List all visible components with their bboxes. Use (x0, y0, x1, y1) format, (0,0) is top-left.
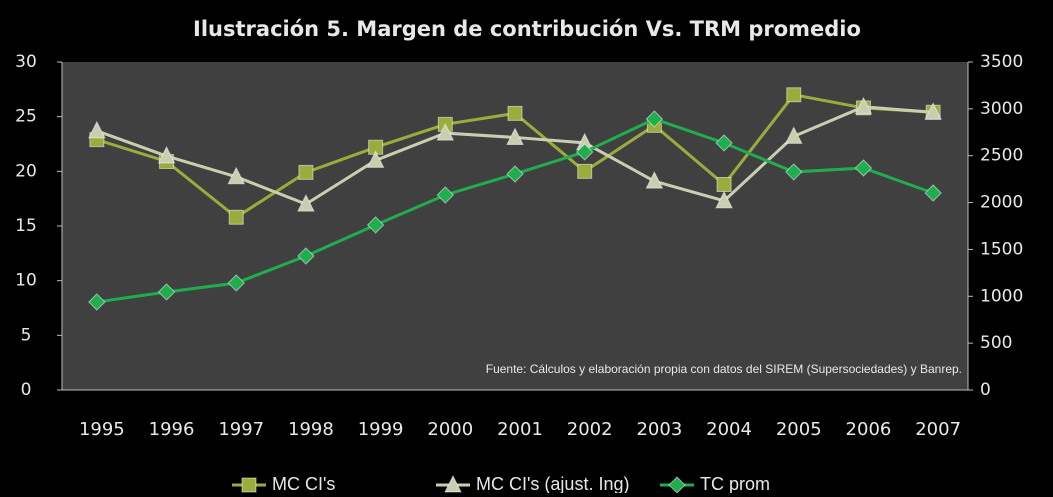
data-point (88, 120, 106, 139)
data-point (228, 209, 244, 225)
data-point (436, 122, 455, 141)
data-point (227, 166, 246, 185)
data-point (577, 163, 593, 179)
y2-tick-label: 3000 (980, 99, 1023, 119)
data-point (575, 143, 594, 161)
data-point (924, 184, 942, 202)
data-point (784, 126, 803, 144)
y2-tick-label: 1000 (980, 286, 1023, 306)
data-point (785, 163, 803, 181)
data-point (297, 247, 315, 265)
data-point (157, 283, 176, 301)
legend-label: MC CI's (ajust. Ing) (476, 474, 629, 493)
data-point (88, 293, 106, 311)
x-tick-label: 2003 (636, 419, 682, 440)
y2-tick-label: 2000 (980, 193, 1023, 213)
y-tick-label: 0 (21, 380, 32, 400)
legend-marker (241, 477, 257, 493)
x-tick-label: 2001 (497, 419, 543, 440)
data-point (924, 102, 942, 120)
legend-label: TC prom (700, 474, 770, 493)
data-point (298, 164, 314, 180)
x-tick-label: 1995 (79, 419, 125, 440)
y-tick-label: 15 (15, 216, 37, 236)
data-point (854, 159, 873, 177)
x-tick-label: 2002 (567, 419, 613, 440)
data-point (368, 139, 384, 155)
data-point (506, 165, 524, 183)
y-tick-label: 10 (15, 271, 37, 291)
data-point (366, 150, 385, 168)
data-point (715, 190, 733, 209)
x-tick-label: 2006 (846, 419, 892, 440)
data-point (507, 105, 523, 121)
legend-marker (444, 474, 462, 493)
x-tick-label: 2000 (427, 419, 473, 440)
data-point (297, 194, 315, 212)
data-point (157, 145, 176, 164)
data-point (715, 134, 733, 152)
x-tick-label: 2004 (706, 419, 752, 440)
legend-label: MC CI's (272, 474, 335, 493)
x-tick-label: 1998 (288, 419, 334, 440)
y2-tick-label: 0 (980, 380, 991, 400)
annotation: Fuente: Cálculos y elaboración propia co… (486, 362, 962, 376)
x-tick-label: 2007 (915, 419, 961, 440)
x-tick-label: 1997 (218, 419, 264, 440)
data-point (786, 87, 802, 103)
data-point (716, 176, 732, 192)
data-point (854, 96, 873, 115)
x-tick-label: 1996 (149, 419, 195, 440)
chart-title: Ilustración 5. Margen de contribución Vs… (193, 17, 861, 41)
y-tick-label: 5 (21, 325, 32, 345)
x-tick-label: 2005 (776, 419, 822, 440)
y2-tick-label: 2500 (980, 146, 1023, 166)
data-point (227, 274, 245, 292)
y2-tick-label: 3500 (980, 52, 1023, 72)
y2-tick-label: 1500 (980, 239, 1023, 259)
x-tick-label: 1999 (358, 419, 404, 440)
y-tick-label: 30 (15, 52, 37, 72)
y-tick-label: 20 (15, 161, 37, 181)
data-point (645, 110, 664, 128)
data-point (436, 186, 455, 204)
data-point (506, 127, 524, 145)
y2-tick-label: 500 (980, 333, 1012, 353)
data-point (645, 171, 664, 189)
y-tick-label: 25 (15, 107, 37, 127)
data-point (366, 216, 385, 234)
